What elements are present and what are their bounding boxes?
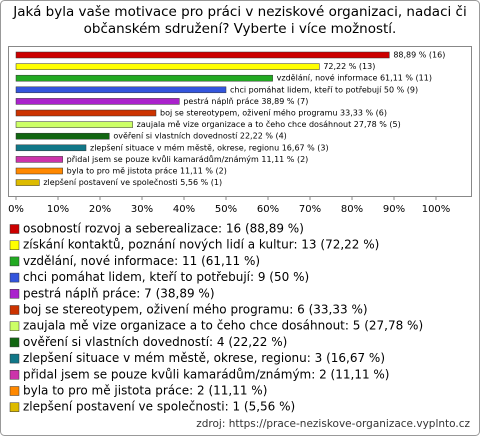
value-label: zaujala mě vize organizace a to čeho chc… — [137, 119, 401, 129]
x-tick-label: 60% — [257, 204, 279, 215]
value-label: vzdělání, nové informace 61,11 % (11) — [277, 73, 432, 83]
bar — [15, 86, 227, 94]
bar — [15, 179, 40, 186]
x-tick-label: 90% — [383, 204, 405, 215]
bar — [15, 74, 273, 82]
legend-label: zaujala mě vize organizace a to čeho chc… — [23, 319, 423, 333]
legend-label: osobností rozvoj a seberealizace: 16 (88… — [23, 222, 304, 236]
bar — [15, 51, 390, 59]
legend-label: pestrá náplň práce: 7 (38,89 %) — [23, 286, 215, 300]
legend-label: byla to pro mě jistota práce: 2 (11,11 %… — [23, 384, 267, 398]
legend-label: ověření si vlastních dovedností: 4 (22,2… — [23, 335, 287, 349]
bar — [15, 132, 110, 140]
value-label: ověření si vlastních dovedností 22,22 % … — [113, 132, 287, 141]
value-label: přidal jsem se pouze kvůli kamarádům/zná… — [67, 154, 309, 164]
value-label: zlepšení postavení ve společnosti 5,56 %… — [43, 177, 222, 187]
legend-swatch — [9, 224, 20, 234]
bar — [15, 109, 157, 117]
legend-swatch — [9, 240, 20, 250]
chart-title: Jaká byla vaše motivace pro práci v nezi… — [12, 4, 466, 20]
legend-swatch — [9, 386, 20, 396]
legend-swatch — [9, 353, 20, 364]
bar — [15, 121, 133, 128]
x-tick-label: 10% — [47, 204, 69, 215]
x-tick-label: 80% — [341, 204, 363, 215]
source: zdroj: https://prace-neziskove-organizac… — [196, 418, 470, 430]
value-label: byla to pro mě jistota práce 11,11 % (2) — [67, 167, 227, 176]
legend-label: získání kontaktů, poznání nových lidí a … — [23, 238, 379, 252]
x-tick-label: 70% — [299, 204, 321, 215]
bar — [15, 63, 320, 70]
value-label: chci pomáhat lidem, kteří to potřebují 5… — [230, 85, 418, 94]
legend-label: boj se stereotypem, oživení mého program… — [23, 303, 368, 317]
x-tick-label: 30% — [131, 204, 153, 215]
legend-swatch — [9, 321, 20, 331]
x-tick-label: 100% — [422, 204, 451, 215]
legend-swatch — [9, 337, 20, 348]
legend-swatch — [9, 272, 20, 283]
x-tick-label: 0% — [8, 204, 24, 215]
value-label: pestrá náplň práce 38,89 % (7) — [183, 96, 308, 106]
legend-label: chci pomáhat lidem, kteří to potřebují: … — [23, 270, 309, 284]
legend-label: zlepšení situace v mém městě, okrese, re… — [23, 351, 385, 365]
x-tick-label: 20% — [89, 204, 111, 215]
bar — [15, 98, 180, 105]
value-label: 88,89 % (16) — [393, 51, 445, 60]
legend-label: vzdělání, nové informace: 11 (61,11 %) — [23, 254, 260, 268]
legend-swatch — [9, 305, 20, 315]
legend-swatch — [9, 370, 20, 380]
legend-swatch — [9, 256, 20, 267]
value-label: zlepšení situace v mém městě, okrese, re… — [90, 142, 329, 152]
x-tick-label: 50% — [215, 204, 237, 215]
bar — [15, 167, 63, 175]
legend-label: zlepšení postavení ve společnosti: 1 (5,… — [23, 400, 295, 414]
legend-swatch — [9, 289, 20, 299]
x-tick-label: 40% — [173, 204, 195, 215]
legend-label: přidal jsem se pouze kvůli kamarádům/zná… — [23, 367, 389, 381]
bar — [15, 156, 63, 163]
legend-swatch — [9, 402, 20, 412]
chart-title: občanském sdružení? Vyberte i více možno… — [84, 21, 397, 37]
bar — [15, 144, 87, 152]
value-label: 72,22 % (13) — [323, 62, 375, 71]
value-label: boj se stereotypem, oživení mého program… — [160, 108, 387, 118]
